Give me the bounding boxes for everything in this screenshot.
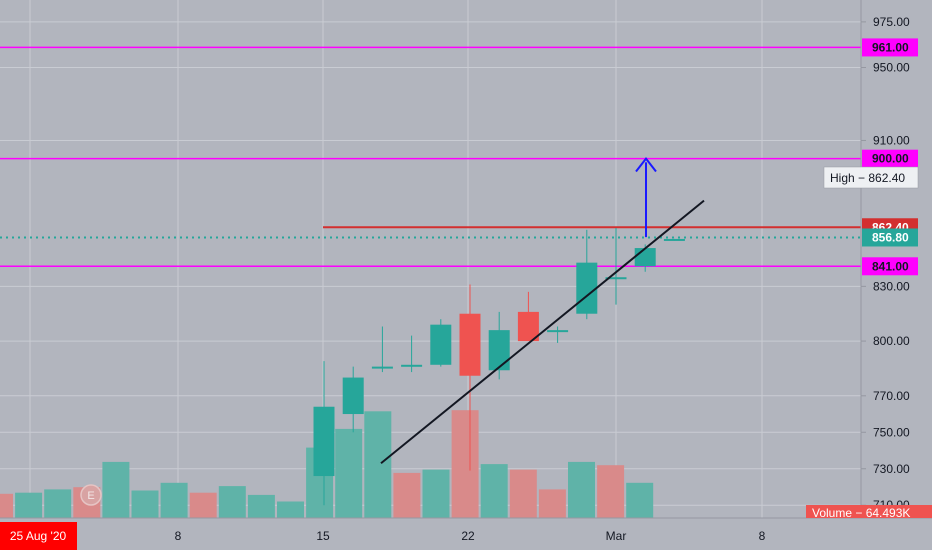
volume-bar (451, 410, 479, 518)
candle-body (488, 330, 510, 371)
candle-body (634, 248, 656, 267)
volume-bar (480, 464, 508, 518)
date-badge-text: 25 Aug '20 (10, 529, 67, 543)
volume-bar (218, 486, 246, 518)
volume-bar (335, 428, 363, 518)
price-tick-label: 950.00 (873, 60, 910, 74)
date-badge (0, 522, 77, 550)
high-label-text: High − 862.40 (830, 171, 905, 185)
high-label-box (823, 166, 919, 189)
candle (547, 326, 569, 343)
candle-body (371, 366, 393, 369)
volume-bar (247, 494, 275, 518)
volume-label-text: Volume − 64.493K (812, 506, 910, 520)
price-tick-label: 800.00 (873, 334, 910, 348)
earnings-marker[interactable]: E (80, 484, 102, 506)
volume-bar (0, 493, 13, 518)
candle (517, 291, 539, 342)
up-arrow[interactable] (635, 157, 657, 238)
price-badge (862, 38, 918, 57)
price-tick-label: 830.00 (873, 279, 910, 293)
candle-body (430, 324, 452, 365)
price-badge-text: 961.00 (872, 40, 909, 54)
time-tick-label: 15 (316, 529, 330, 543)
earnings-letter: E (87, 490, 94, 502)
price-tick-label: 910.00 (873, 133, 910, 147)
candle-body (547, 330, 569, 333)
volume-bar (393, 472, 421, 518)
candle-body (517, 311, 539, 342)
price-tick-label: 770.00 (873, 389, 910, 403)
candle (313, 361, 335, 506)
price-badge-text: 856.80 (872, 230, 909, 244)
candle (663, 238, 685, 241)
time-tick-label: 22 (461, 529, 475, 543)
price-axis[interactable]: 975.00 950.00 910.00 830.00 800.00 770.00 750.… (861, 15, 910, 512)
volume-bar (422, 469, 450, 518)
price-badge (862, 228, 918, 247)
volume-bar (538, 489, 566, 518)
volume-bar (597, 465, 625, 518)
candle-body (313, 406, 335, 477)
price-badge (862, 149, 918, 168)
candle (371, 326, 393, 373)
volume-bars (0, 410, 654, 518)
volume-bar (131, 490, 159, 518)
trend-line[interactable] (380, 199, 705, 465)
price-tick-label: 730.00 (873, 462, 910, 476)
time-tick-label: 8 (175, 529, 182, 543)
price-badge (862, 257, 918, 276)
earnings-circle[interactable] (80, 484, 102, 506)
price-badge-text: 900.00 (872, 152, 909, 166)
volume-bar (102, 461, 130, 518)
time-tick-label: Mar (606, 529, 627, 543)
price-badge-text: 841.00 (872, 259, 909, 273)
candle (342, 366, 364, 433)
time-tick-label: 8 (759, 529, 766, 543)
volume-bar (277, 501, 304, 518)
price-tick-label: 975.00 (873, 15, 910, 29)
volume-bar (568, 461, 595, 518)
price-tick-label: 750.00 (873, 425, 910, 439)
candle (605, 227, 627, 305)
candle-body (401, 364, 423, 367)
volume-bar (509, 469, 537, 518)
arrow-head[interactable] (635, 157, 657, 173)
candle-body (459, 313, 481, 376)
volume-bar (160, 482, 188, 518)
candle-body (576, 262, 598, 314)
horizontal-levels[interactable] (0, 46, 861, 268)
volume-bar (44, 489, 72, 518)
time-axis[interactable]: 8 15 22 Mar 8 (175, 529, 766, 543)
candle (430, 319, 452, 367)
volume-bar (189, 492, 217, 518)
candle (459, 284, 481, 471)
volume-bar (364, 411, 392, 518)
high-label: High − 862.40 (823, 166, 919, 189)
candle-body (605, 277, 627, 280)
candle-body (342, 377, 364, 415)
candle (401, 335, 423, 373)
volume-label-box (806, 505, 932, 518)
volume-bar (626, 482, 654, 518)
candles (313, 227, 685, 506)
candle-body (663, 238, 685, 241)
volume-bar (15, 492, 43, 518)
